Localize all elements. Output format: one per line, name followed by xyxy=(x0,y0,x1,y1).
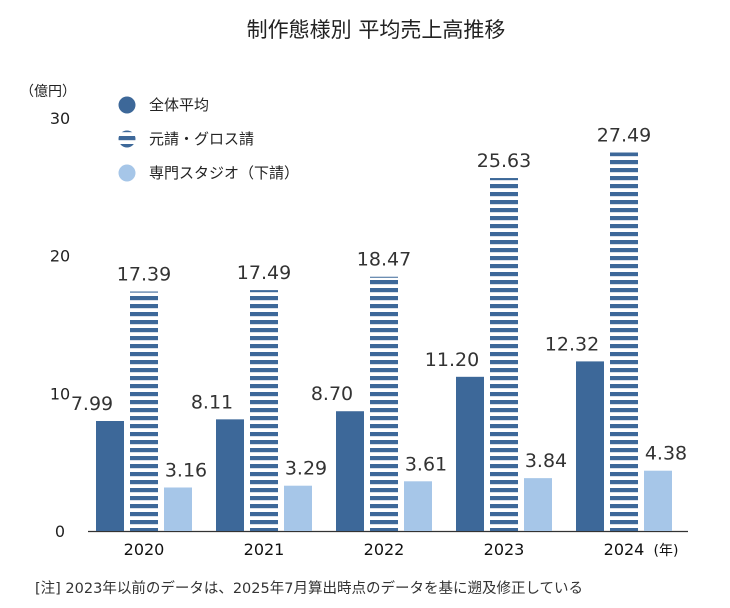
y-tick-label: 10 xyxy=(50,384,70,403)
data-label: 17.49 xyxy=(237,262,291,284)
data-label: 8.70 xyxy=(311,383,353,405)
data-label: 27.49 xyxy=(597,125,651,147)
x-tick-label: 2021 xyxy=(244,540,285,559)
legend-swatch xyxy=(118,164,136,182)
data-label: 7.99 xyxy=(71,393,113,415)
legend-label: 全体平均 xyxy=(149,96,209,114)
bar-元請・グロス請-2021 xyxy=(250,290,278,531)
y-axis-unit: （億円） xyxy=(20,84,76,100)
y-tick-label: 20 xyxy=(50,247,70,266)
bar-全体平均-2023 xyxy=(456,376,484,531)
legend-label: 専門スタジオ（下請） xyxy=(149,164,299,182)
y-tick-label: 0 xyxy=(55,522,65,541)
legend-label: 元請・グロス請 xyxy=(149,130,254,148)
data-label: 4.38 xyxy=(645,443,687,465)
footnote: [注] 2023年以前のデータは、2025年7月算出時点のデータを基に遡及修正し… xyxy=(35,579,583,597)
legend-swatch xyxy=(118,96,136,114)
data-label: 8.11 xyxy=(191,391,233,413)
bar-全体平均-2022 xyxy=(336,411,364,531)
y-axis-ticks: 0 10 20 30 xyxy=(50,109,70,541)
x-axis-labels: 2020 2021 2022 2023 2024 xyxy=(124,540,645,559)
data-label: 25.63 xyxy=(477,150,531,172)
data-label: 17.39 xyxy=(117,264,171,286)
bar-元請・グロス請-2020 xyxy=(130,291,158,531)
x-tick-label: 2020 xyxy=(124,540,165,559)
x-tick-label: 2024 xyxy=(604,540,645,559)
bar-専門スタジオ（下請）-2022 xyxy=(404,481,432,531)
bar-元請・グロス請-2023 xyxy=(490,178,518,531)
bar-元請・グロス請-2024 xyxy=(610,152,638,532)
chart-title: 制作態様別 平均売上高推移 xyxy=(247,18,506,42)
legend-swatch xyxy=(118,130,136,148)
bar-専門スタジオ（下請）-2021 xyxy=(284,485,312,531)
data-label: 3.61 xyxy=(405,453,447,475)
data-label: 3.84 xyxy=(525,450,567,472)
x-tick-label: 2022 xyxy=(364,540,405,559)
bar-専門スタジオ（下請）-2020 xyxy=(164,487,192,531)
x-axis-unit: (年) xyxy=(654,543,679,559)
bar-元請・グロス請-2022 xyxy=(370,276,398,531)
data-label: 3.16 xyxy=(165,459,207,481)
data-label: 3.29 xyxy=(285,458,327,480)
data-label: 18.47 xyxy=(357,249,411,271)
x-tick-label: 2023 xyxy=(484,540,525,559)
data-label: 11.20 xyxy=(425,349,479,371)
data-label: 12.32 xyxy=(545,333,599,355)
bar-全体平均-2021 xyxy=(216,419,244,531)
bar-全体平均-2024 xyxy=(576,361,604,531)
bar-専門スタジオ（下請）-2023 xyxy=(524,478,552,531)
bar-専門スタジオ（下請）-2024 xyxy=(644,470,672,531)
bar-全体平均-2020 xyxy=(96,421,124,531)
y-tick-label: 30 xyxy=(50,109,70,128)
bars-group: 7.99 17.39 3.16 8.11 17.49 3.29 8.70 18.47 3.61 1… xyxy=(71,125,687,532)
